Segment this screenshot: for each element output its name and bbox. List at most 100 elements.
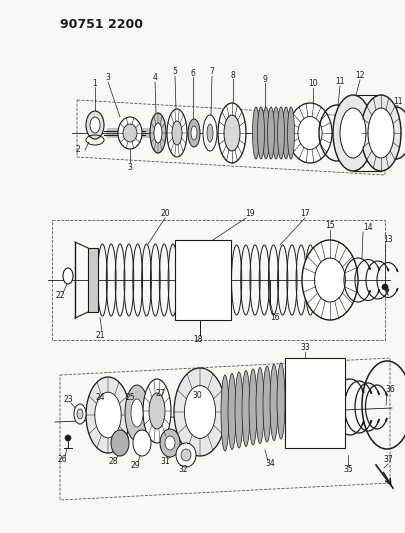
Text: 7: 7 — [209, 68, 214, 77]
Text: 11: 11 — [335, 77, 345, 86]
Text: 29: 29 — [130, 461, 140, 470]
Ellipse shape — [283, 107, 290, 159]
Text: 3: 3 — [128, 164, 132, 173]
Ellipse shape — [267, 107, 275, 159]
Ellipse shape — [191, 126, 197, 140]
Ellipse shape — [235, 372, 243, 448]
Ellipse shape — [288, 107, 294, 159]
Text: 37: 37 — [383, 456, 393, 464]
Text: 34: 34 — [265, 459, 275, 469]
Ellipse shape — [154, 123, 162, 143]
Ellipse shape — [77, 409, 83, 419]
Ellipse shape — [133, 430, 151, 456]
Text: 22: 22 — [55, 292, 65, 301]
Text: 13: 13 — [383, 236, 393, 245]
Text: 14: 14 — [363, 223, 373, 232]
Bar — [175, 240, 231, 320]
Text: 12: 12 — [355, 71, 365, 80]
Ellipse shape — [90, 117, 100, 133]
Ellipse shape — [181, 449, 191, 461]
Text: 3: 3 — [106, 74, 111, 83]
Text: 20: 20 — [160, 209, 170, 219]
Ellipse shape — [218, 103, 246, 163]
Bar — [88, 248, 98, 312]
Ellipse shape — [258, 107, 264, 159]
Ellipse shape — [273, 107, 279, 159]
Text: 6: 6 — [191, 69, 196, 77]
Ellipse shape — [131, 399, 143, 427]
Text: 31: 31 — [160, 457, 170, 466]
Text: 5: 5 — [173, 68, 177, 77]
Text: 24: 24 — [95, 392, 105, 401]
Ellipse shape — [262, 107, 269, 159]
Ellipse shape — [74, 404, 86, 424]
Ellipse shape — [221, 375, 229, 451]
Ellipse shape — [224, 115, 240, 151]
Ellipse shape — [149, 393, 165, 429]
Ellipse shape — [277, 107, 284, 159]
Ellipse shape — [123, 124, 137, 142]
Text: 2: 2 — [76, 146, 80, 155]
Ellipse shape — [86, 111, 104, 139]
Ellipse shape — [111, 430, 129, 456]
Text: 35: 35 — [343, 465, 353, 474]
Text: 15: 15 — [325, 222, 335, 230]
Text: 90751 2200: 90751 2200 — [60, 18, 143, 31]
Ellipse shape — [270, 365, 278, 440]
Ellipse shape — [86, 377, 130, 453]
Ellipse shape — [160, 429, 180, 457]
Text: 16: 16 — [270, 313, 280, 322]
Ellipse shape — [228, 374, 236, 449]
Text: 21: 21 — [95, 330, 105, 340]
Ellipse shape — [302, 240, 358, 320]
Ellipse shape — [249, 369, 257, 445]
Text: 30: 30 — [192, 391, 202, 400]
Text: 19: 19 — [245, 209, 255, 219]
Text: 11: 11 — [393, 96, 403, 106]
Text: 1: 1 — [93, 78, 97, 87]
Ellipse shape — [118, 117, 142, 149]
Ellipse shape — [242, 370, 250, 447]
Text: 25: 25 — [125, 392, 135, 401]
Ellipse shape — [361, 95, 401, 171]
Text: 23: 23 — [63, 395, 73, 405]
Ellipse shape — [167, 109, 187, 157]
Ellipse shape — [315, 258, 345, 302]
Ellipse shape — [143, 379, 171, 443]
Text: 36: 36 — [385, 385, 395, 394]
Ellipse shape — [263, 366, 271, 442]
Ellipse shape — [207, 124, 213, 142]
Text: 10: 10 — [308, 79, 318, 88]
Ellipse shape — [150, 113, 166, 153]
Ellipse shape — [165, 436, 175, 450]
Ellipse shape — [188, 119, 200, 147]
Ellipse shape — [172, 121, 182, 145]
Text: 33: 33 — [300, 343, 310, 352]
Ellipse shape — [288, 103, 332, 163]
Text: 26: 26 — [57, 456, 67, 464]
Ellipse shape — [333, 95, 373, 171]
Ellipse shape — [368, 108, 394, 158]
Ellipse shape — [65, 435, 71, 441]
Ellipse shape — [174, 368, 226, 456]
Bar — [285, 358, 345, 448]
Ellipse shape — [277, 363, 285, 439]
Text: 9: 9 — [262, 75, 267, 84]
Ellipse shape — [95, 392, 121, 438]
Text: 28: 28 — [108, 457, 118, 466]
Ellipse shape — [252, 107, 260, 159]
Text: 4: 4 — [153, 74, 158, 83]
Ellipse shape — [176, 443, 196, 467]
Ellipse shape — [203, 115, 217, 151]
Text: 18: 18 — [193, 335, 203, 344]
Text: 32: 32 — [178, 465, 188, 474]
Ellipse shape — [298, 117, 322, 149]
Ellipse shape — [125, 385, 149, 441]
Ellipse shape — [63, 268, 73, 284]
Ellipse shape — [256, 367, 264, 443]
Text: 27: 27 — [155, 390, 165, 399]
Text: 17: 17 — [300, 209, 310, 219]
Ellipse shape — [382, 284, 388, 290]
Ellipse shape — [340, 108, 366, 158]
Text: 8: 8 — [230, 70, 235, 79]
